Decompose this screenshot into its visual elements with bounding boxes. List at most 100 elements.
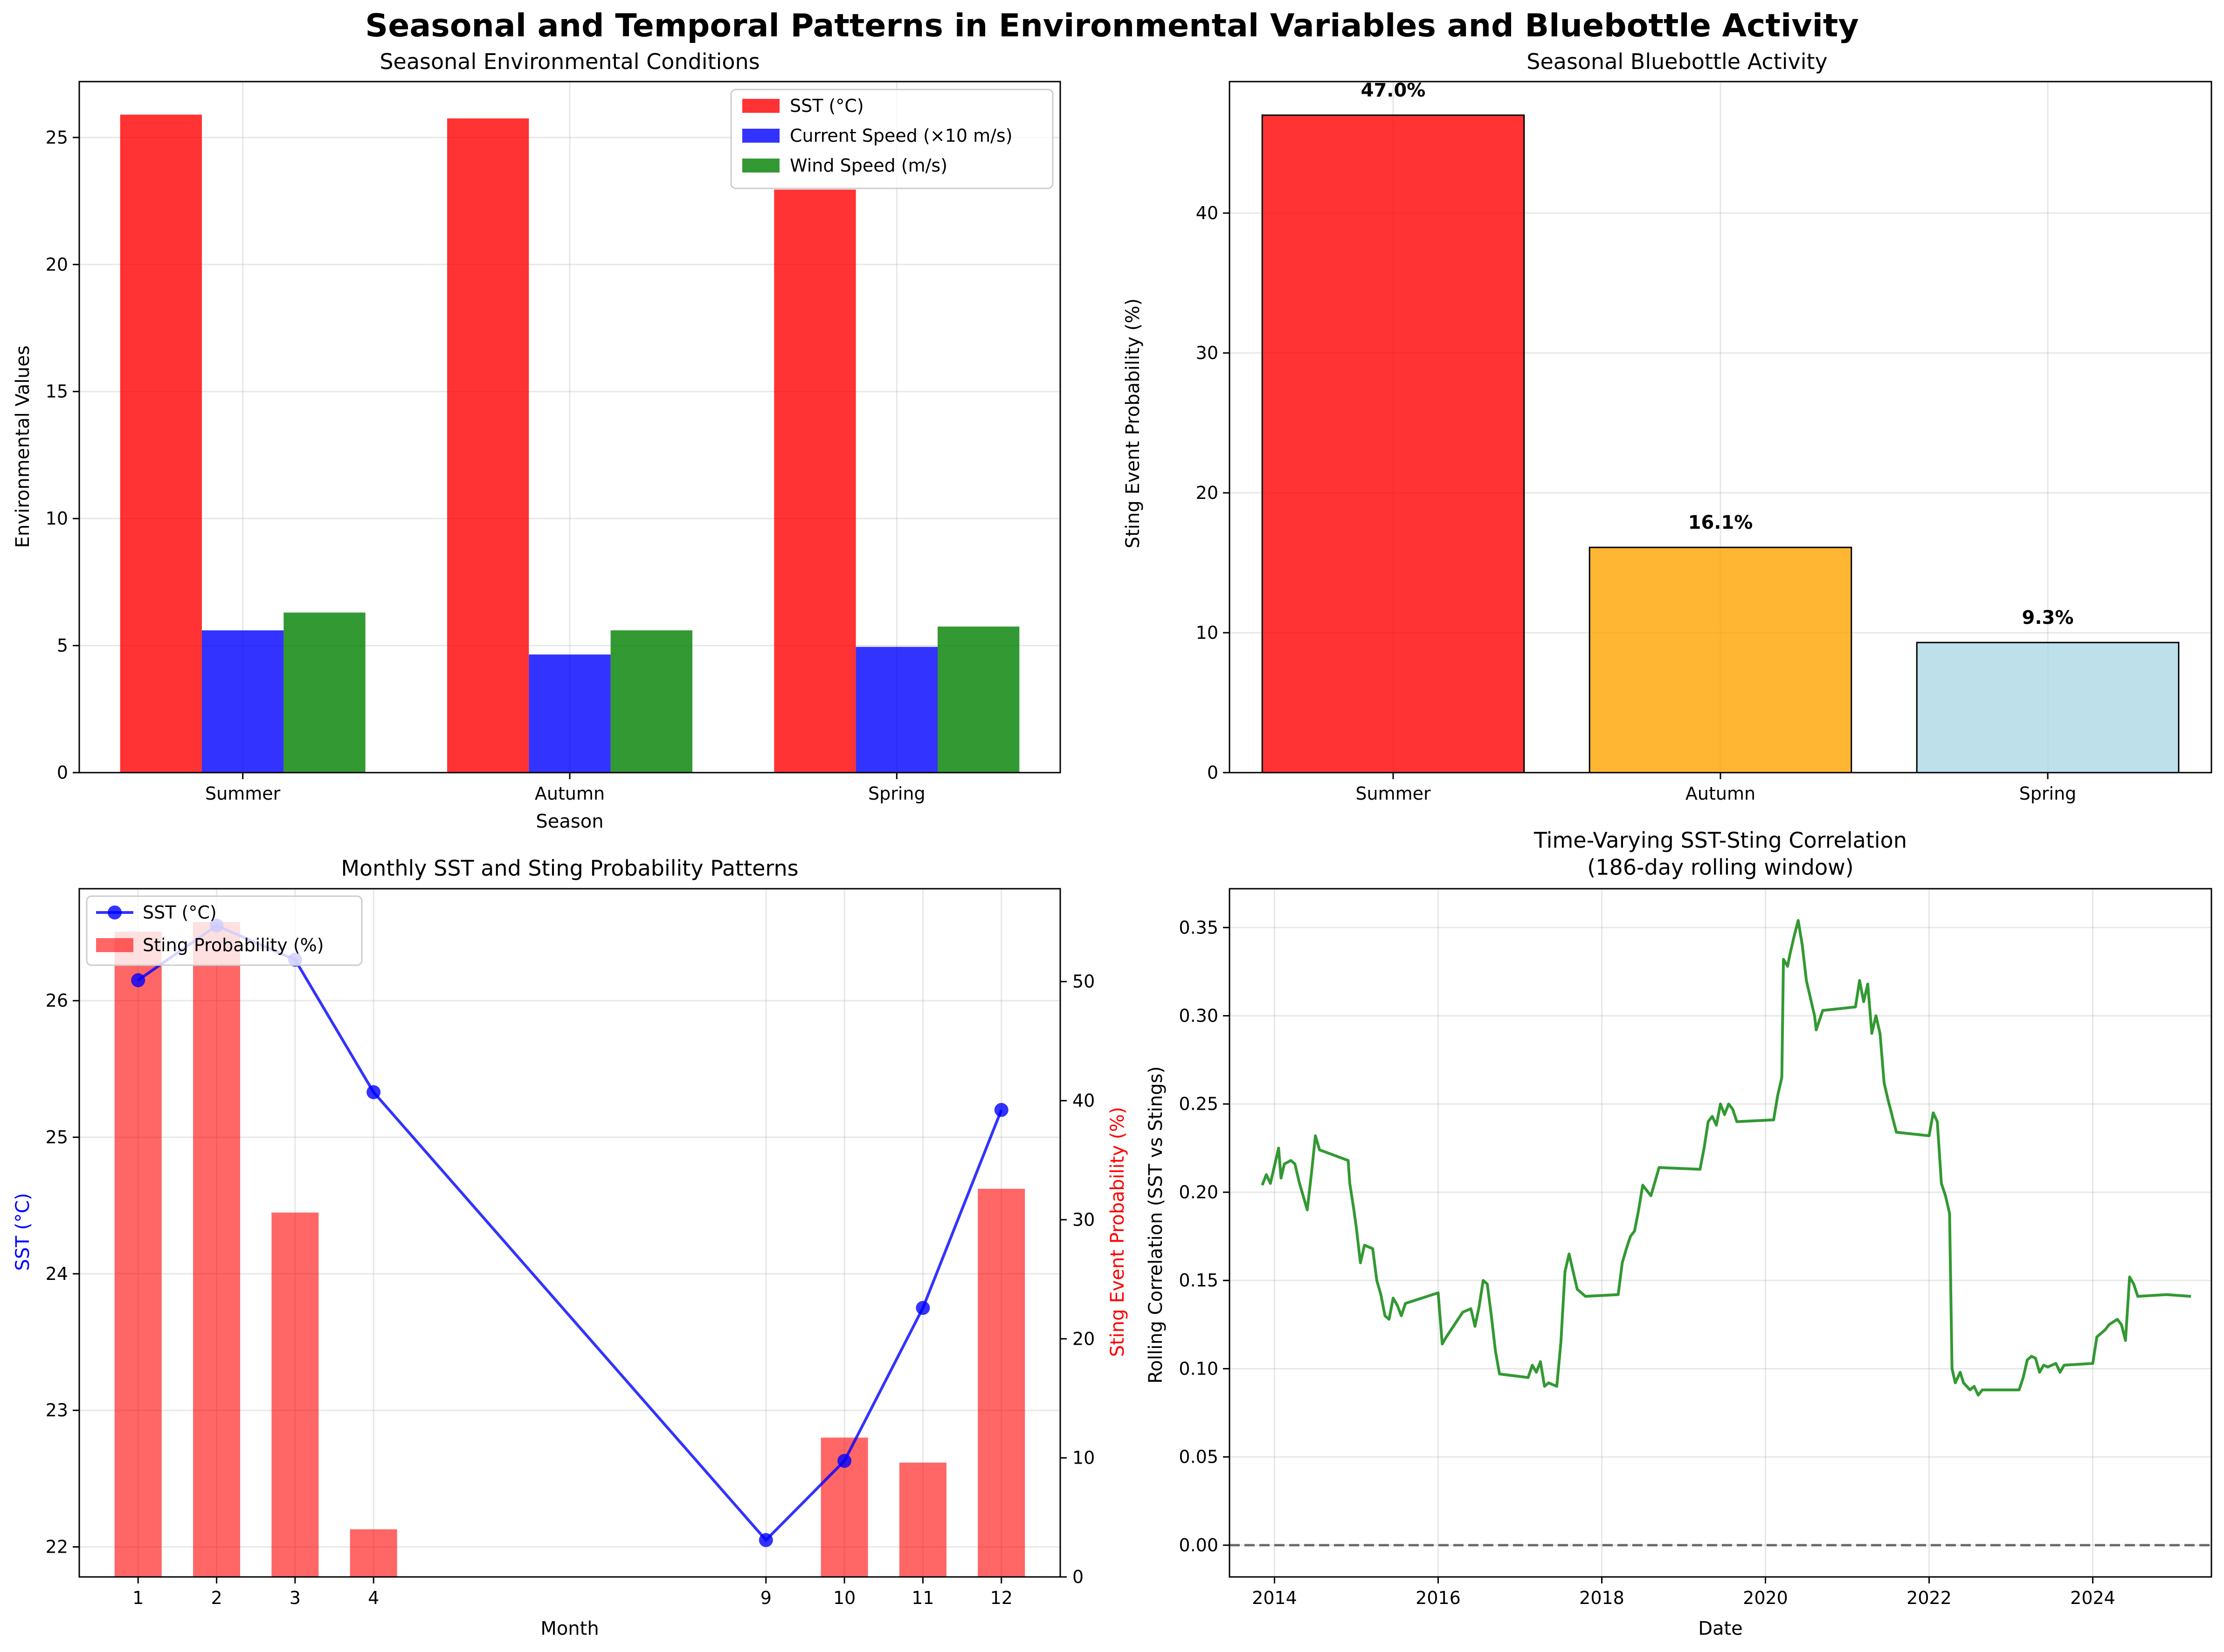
seasonal-sting-ytick-label: 30 [1196, 343, 1218, 363]
rolling-ytick-label: 0.30 [1179, 1005, 1218, 1026]
rolling-ytick-label: 0.15 [1179, 1270, 1218, 1291]
seasonal-env-ytick-label: 25 [46, 127, 68, 148]
seasonal-sting-ylabel: Sting Event Probability (%) [1122, 298, 1144, 548]
seasonal-env-ylabel: Environmental Values [12, 346, 34, 548]
monthly-ytick-right-label: 10 [1072, 1448, 1095, 1468]
seasonal-env-panel: Seasonal Environmental Conditions Season… [12, 49, 1061, 832]
monthly-ytick-right-label: 0 [1072, 1567, 1084, 1587]
legend-label-monthly-sting: Sting Probability (%) [143, 935, 324, 955]
legend-swatch-sst [742, 99, 780, 113]
seasonal-env-bar [283, 612, 366, 773]
seasonal-env-bar [856, 647, 938, 773]
monthly-ytick-left-label: 26 [46, 990, 68, 1011]
monthly-ytick-right-label: 40 [1072, 1091, 1095, 1111]
monthly-patterns-title: Monthly SST and Sting Probability Patter… [341, 856, 798, 881]
monthly-xtick-label: 12 [990, 1588, 1013, 1608]
monthly-patterns-panel: Monthly SST and Sting Probability Patter… [12, 856, 1128, 1639]
seasonal-sting-xtick-label: Summer [1355, 783, 1431, 804]
seasonal-sting-panel: Seasonal Bluebottle Activity Sting Event… [1122, 49, 2212, 804]
monthly-sst-point [916, 1301, 930, 1315]
rolling-ytick-label: 0.05 [1179, 1447, 1218, 1467]
monthly-sting-bar [193, 922, 241, 1577]
monthly-ytick-right-label: 30 [1072, 1210, 1095, 1230]
seasonal-env-bar [202, 630, 284, 773]
seasonal-env-ytick-label: 5 [57, 636, 68, 656]
rolling-ytick-label: 0.10 [1179, 1358, 1218, 1379]
monthly-ytick-left-label: 23 [46, 1400, 68, 1421]
rolling-correlation-xlabel: Date [1698, 1618, 1743, 1639]
monthly-xtick-label: 11 [912, 1588, 934, 1608]
monthly-sst-point [366, 1085, 381, 1099]
seasonal-sting-ytick-label: 10 [1196, 622, 1218, 643]
rolling-correlation-subtitle: (186-day rolling window) [1587, 855, 1853, 880]
monthly-ytick-left-label: 25 [46, 1127, 68, 1147]
seasonal-env-xtick-label: Summer [205, 783, 281, 804]
seasonal-env-xtick-label: Spring [868, 783, 926, 804]
monthly-patterns-ylabel-left: SST (°C) [12, 1193, 34, 1271]
rolling-ytick-label: 0.20 [1179, 1182, 1218, 1203]
rolling-xtick-label: 2016 [1416, 1588, 1461, 1608]
seasonal-sting-xtick-label: Autumn [1685, 783, 1755, 804]
rolling-correlation-ylabel: Rolling Correlation (SST vs Stings) [1145, 1066, 1167, 1384]
seasonal-sting-data-label: 47.0% [1361, 80, 1426, 101]
rolling-ytick-label: 0.35 [1179, 917, 1218, 938]
monthly-xtick-label: 10 [833, 1588, 856, 1608]
seasonal-sting-ytick-label: 20 [1196, 483, 1218, 503]
seasonal-env-ytick-label: 20 [46, 254, 68, 275]
monthly-xtick-label: 1 [132, 1588, 144, 1608]
monthly-sting-bar [978, 1189, 1025, 1577]
rolling-correlation-axes [1229, 888, 2212, 1578]
monthly-xtick-label: 9 [760, 1588, 772, 1608]
monthly-sst-point [759, 1533, 773, 1547]
monthly-sst-point [837, 1454, 852, 1468]
seasonal-env-ytick-label: 10 [46, 508, 68, 529]
seasonal-env-axes [78, 81, 1061, 774]
monthly-patterns-axes [78, 888, 1061, 1578]
seasonal-sting-data-label: 9.3% [2022, 607, 2074, 629]
legend-label-sst: SST (°C) [790, 96, 864, 116]
figure-title: Seasonal and Temporal Patterns in Enviro… [365, 7, 1858, 44]
seasonal-sting-ytick-label: 40 [1196, 203, 1218, 223]
rolling-correlation-line [1261, 919, 2191, 1397]
rolling-xtick-label: 2022 [1906, 1588, 1952, 1608]
monthly-sst-point [131, 973, 145, 988]
seasonal-env-bar [120, 114, 202, 773]
seasonal-sting-data-label: 16.1% [1688, 512, 1753, 533]
monthly-patterns-xlabel: Month [540, 1618, 599, 1639]
rolling-xtick-label: 2014 [1252, 1588, 1297, 1608]
monthly-patterns-ylabel-right: Sting Event Probability (%) [1107, 1107, 1128, 1357]
rolling-correlation-title: Time-Varying SST-Sting Correlation [1533, 828, 1907, 853]
seasonal-sting-bar [1916, 642, 2180, 774]
seasonal-env-bar [774, 189, 856, 773]
monthly-xtick-label: 3 [290, 1588, 301, 1608]
monthly-patterns-legend: SST (°C) Sting Probability (%) [86, 895, 363, 966]
seasonal-env-title: Seasonal Environmental Conditions [380, 49, 760, 74]
legend-marker-sst [108, 905, 122, 919]
monthly-sting-bar [271, 1212, 319, 1577]
legend-label-monthly-sst: SST (°C) [143, 902, 217, 923]
rolling-ytick-label: 0.00 [1179, 1535, 1218, 1555]
seasonal-sting-title: Seasonal Bluebottle Activity [1526, 49, 1827, 74]
monthly-ytick-right-label: 50 [1072, 971, 1095, 992]
seasonal-sting-bar [1589, 546, 1852, 774]
seasonal-sting-bar [1261, 114, 1525, 774]
monthly-xtick-label: 4 [368, 1588, 379, 1608]
legend-swatch-sting [96, 938, 133, 952]
monthly-sting-bar [114, 931, 162, 1577]
rolling-ytick-label: 0.25 [1179, 1094, 1218, 1114]
legend-swatch-wind [742, 159, 780, 173]
monthly-sting-bar [350, 1529, 397, 1577]
seasonal-env-legend: SST (°C) Current Speed (×10 m/s) Wind Sp… [730, 89, 1054, 189]
rolling-xtick-label: 2018 [1579, 1588, 1624, 1608]
monthly-ytick-left-label: 22 [46, 1537, 68, 1557]
seasonal-env-bar [529, 654, 611, 773]
legend-label-wind: Wind Speed (m/s) [790, 155, 947, 176]
rolling-correlation-panel: Time-Varying SST-Sting Correlation (186-… [1145, 828, 2212, 1639]
rolling-xtick-label: 2020 [1743, 1588, 1788, 1608]
legend-swatch-current [742, 129, 780, 143]
seasonal-env-ytick-label: 15 [46, 381, 68, 402]
monthly-sting-bar [899, 1462, 946, 1577]
legend-label-current: Current Speed (×10 m/s) [790, 125, 1013, 146]
